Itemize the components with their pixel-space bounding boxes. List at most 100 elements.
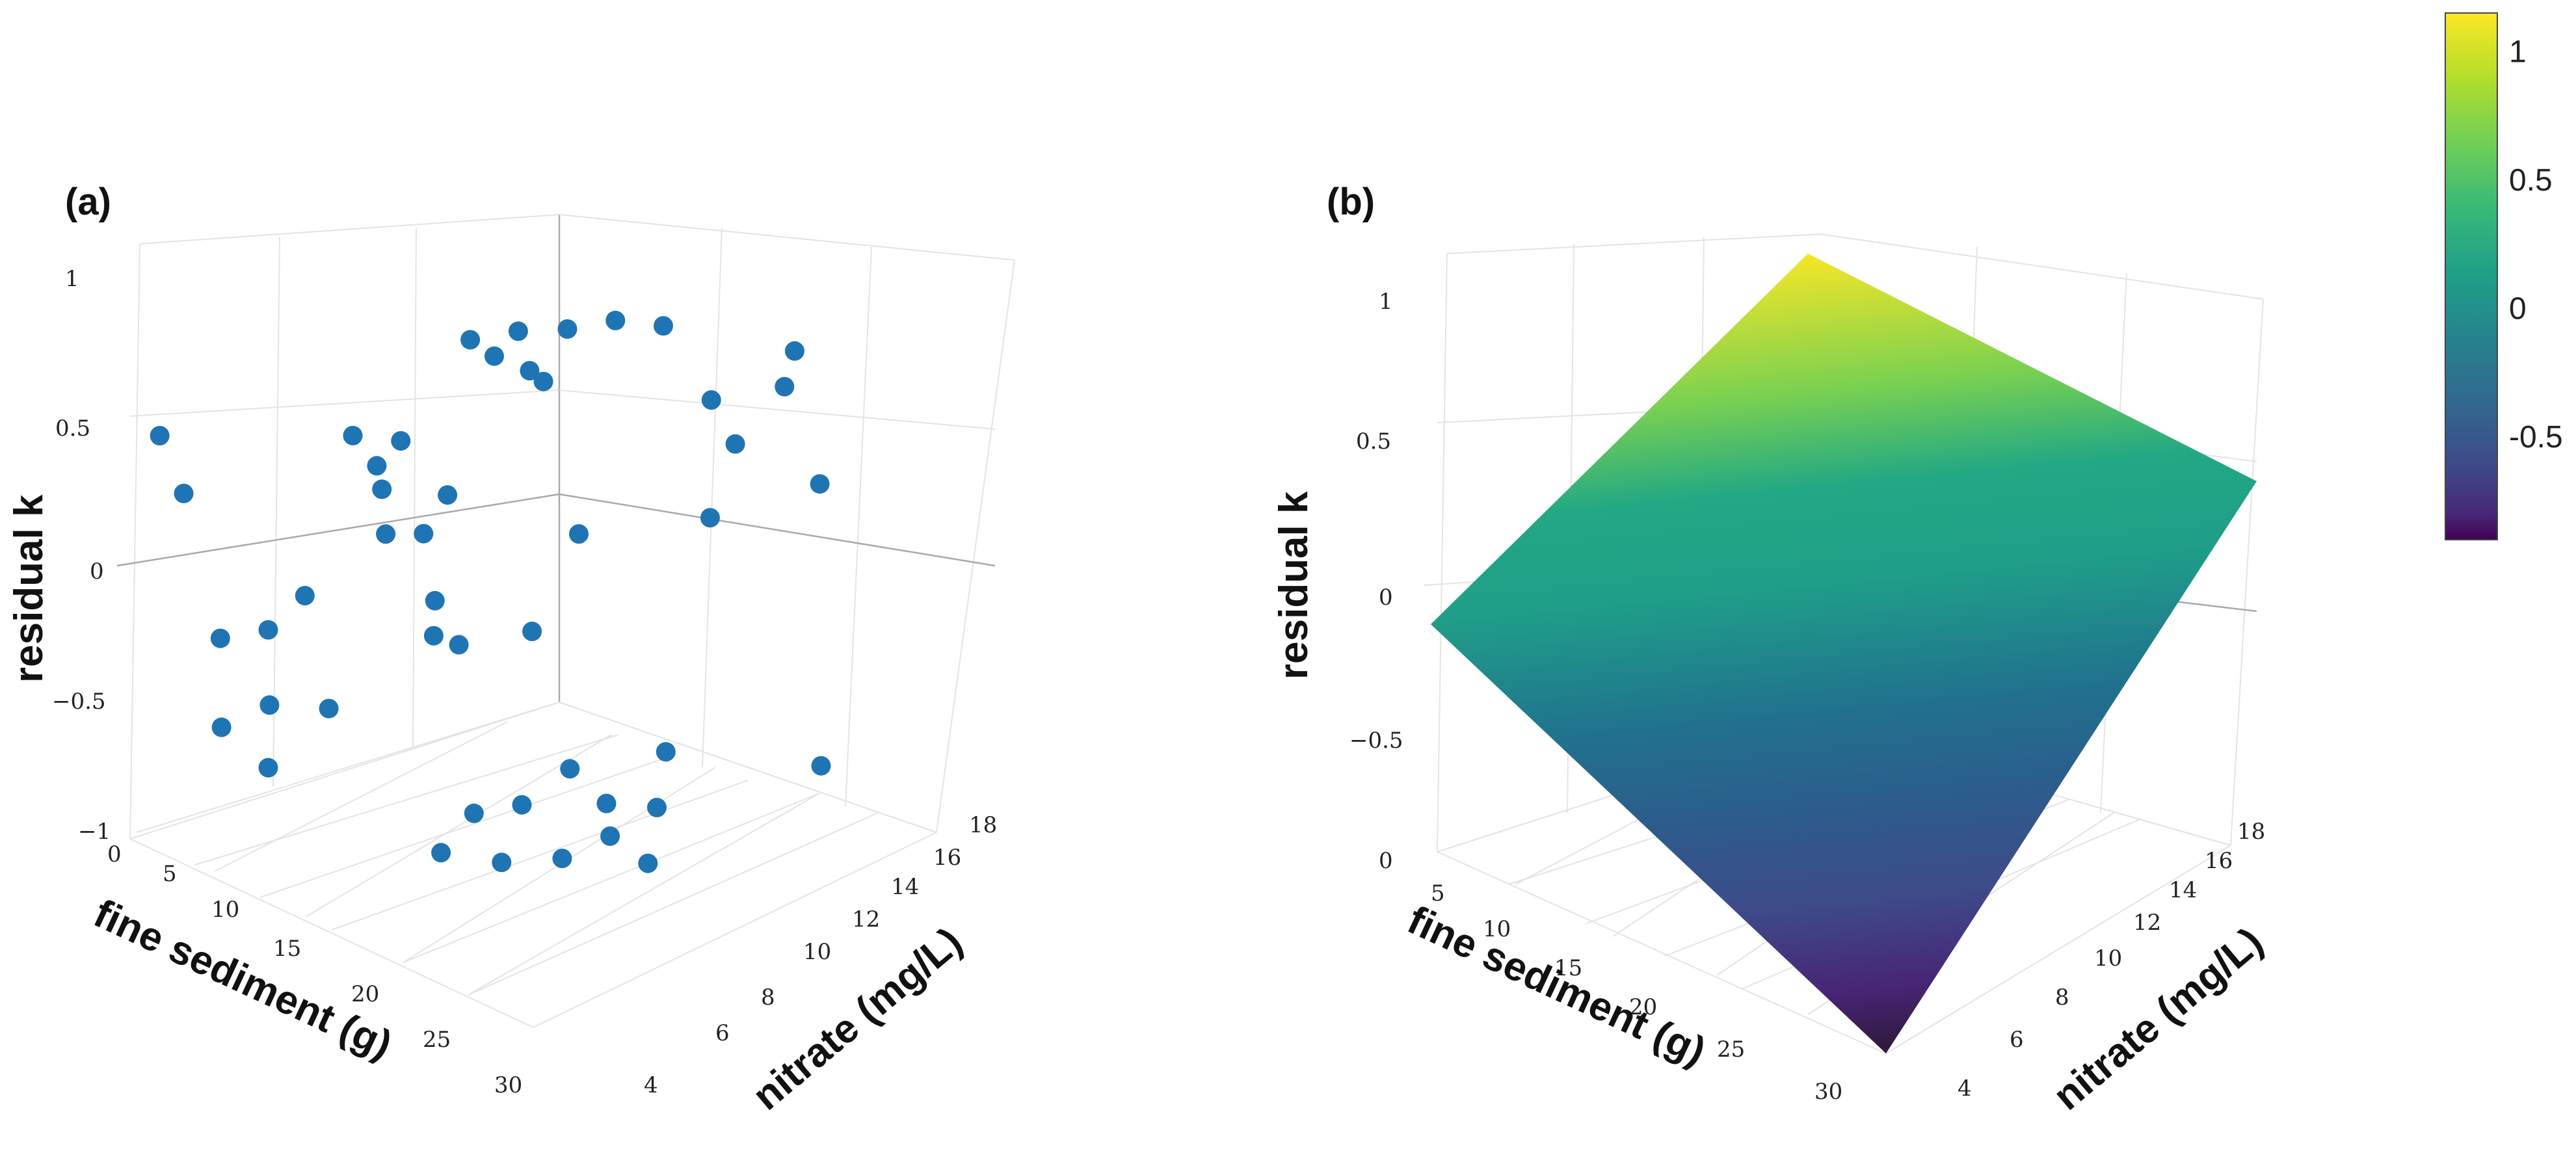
panel-b-surface-3d: (b) [1271, 181, 2271, 1119]
scatter-point [295, 586, 315, 605]
y-tick: 8 [2055, 984, 2069, 1010]
y-tick: 10 [803, 939, 831, 965]
z-tick: −1 [78, 819, 111, 845]
panel-b-label: (b) [1327, 181, 1375, 223]
colorbar: 1 0.5 0 -0.5 [2445, 12, 2563, 540]
scatter-point [700, 508, 720, 528]
scatter-point [343, 425, 363, 445]
scatter-point [701, 390, 721, 410]
scatter-point [569, 524, 589, 544]
panel-b-y-ticks: 4 6 8 10 12 14 16 18 [1958, 819, 2265, 1102]
scatter-point [372, 479, 392, 499]
scatter-point [258, 758, 278, 778]
scatter-point [464, 803, 484, 823]
y-tick: 4 [1958, 1076, 1972, 1102]
panel-b-x-axis-title: fine sediment (g) [1401, 897, 1712, 1074]
z-tick: 0.5 [55, 416, 90, 442]
y-tick: 12 [2133, 910, 2161, 936]
x-tick: 30 [494, 1072, 522, 1098]
panel-b-z-axis-title: residual k [1271, 491, 1316, 680]
panel-a-scatter-points [150, 310, 831, 873]
panel-a-z-axis-title: residual k [7, 494, 51, 683]
colorbar-tick: -0.5 [2509, 420, 2563, 455]
scatter-point [552, 849, 572, 869]
scatter-point [811, 756, 831, 776]
panel-a-left-wall-grid [116, 214, 561, 839]
x-tick: 10 [1483, 916, 1511, 942]
y-tick: 16 [2205, 848, 2233, 874]
scatter-point [492, 852, 512, 873]
z-tick: 1 [1379, 289, 1393, 315]
x-tick: 30 [1814, 1079, 1842, 1105]
scatter-point [508, 321, 528, 341]
scatter-point [557, 319, 578, 339]
z-tick: −0.5 [52, 689, 106, 715]
scatter-point [638, 853, 658, 873]
x-tick: 20 [1629, 994, 1657, 1020]
scatter-point [520, 361, 540, 381]
panel-b-z-ticks: 1 0.5 0 −0.5 [1349, 289, 1403, 754]
z-tick: 0.5 [1356, 429, 1391, 455]
scatter-point [438, 485, 458, 505]
y-tick: 16 [933, 845, 961, 871]
scatter-point [258, 620, 278, 640]
colorbar-tick: 0.5 [2509, 163, 2553, 198]
scatter-point [210, 628, 230, 648]
scatter-point [211, 717, 232, 737]
z-tick: 0 [90, 559, 104, 585]
scatter-point [605, 310, 626, 330]
scatter-point [810, 474, 830, 494]
z-tick: 1 [65, 266, 79, 292]
panel-a-x-ticks: 0 5 10 15 20 25 30 [107, 841, 522, 1098]
scatter-point [654, 316, 673, 336]
colorbar-ticks: 1 0.5 0 -0.5 [2509, 34, 2563, 455]
scatter-point [725, 434, 745, 454]
scatter-point [259, 695, 280, 715]
scatter-point [560, 759, 580, 779]
panel-b-surface [1431, 254, 2257, 1053]
scatter-point [449, 635, 469, 655]
scatter-point [512, 795, 532, 815]
scatter-point [319, 698, 339, 719]
scatter-point [423, 626, 444, 646]
panel-a-floor-grid [129, 702, 937, 1028]
scatter-point [647, 797, 667, 817]
panel-b-x-ticks: 0 5 10 15 20 25 30 [1379, 848, 1842, 1105]
x-tick: 5 [163, 861, 177, 887]
panel-a-y-ticks: 4 6 8 10 12 14 16 18 [644, 812, 997, 1098]
scatter-point [596, 793, 617, 813]
panel-a-x-axis-title: fine sediment (g) [87, 891, 399, 1068]
scatter-point [656, 742, 676, 762]
scatter-point [522, 622, 542, 641]
y-tick: 10 [2094, 945, 2122, 971]
scatter-point [431, 843, 451, 863]
scatter-point [460, 330, 481, 350]
y-tick: 4 [644, 1072, 658, 1098]
scatter-point [150, 426, 170, 445]
scatter-point [485, 346, 504, 366]
scatter-point [376, 524, 396, 544]
y-tick: 12 [852, 906, 880, 932]
y-tick: 8 [761, 984, 775, 1010]
x-tick: 25 [423, 1027, 451, 1053]
y-tick: 14 [2169, 877, 2197, 903]
panel-a-right-wall-grid [559, 214, 1015, 833]
colorbar-tick: 0 [2509, 291, 2527, 326]
scatter-point [414, 523, 434, 544]
x-tick: 0 [1379, 848, 1393, 874]
x-tick: 15 [1554, 955, 1582, 981]
scatter-point [775, 376, 795, 397]
panel-b-y-axis-title: nitrate (mg/L) [2045, 919, 2272, 1118]
y-tick: 18 [2237, 819, 2265, 845]
y-tick: 14 [891, 874, 919, 900]
colorbar-tick: 1 [2509, 34, 2527, 69]
z-tick: −0.5 [1349, 728, 1403, 754]
x-tick: 0 [107, 841, 122, 867]
panel-a-label: (a) [65, 181, 111, 223]
scatter-point [174, 483, 194, 503]
x-tick: 20 [351, 981, 379, 1007]
x-tick: 5 [1431, 880, 1445, 906]
scatter-point [533, 371, 553, 391]
x-tick: 15 [273, 936, 301, 962]
